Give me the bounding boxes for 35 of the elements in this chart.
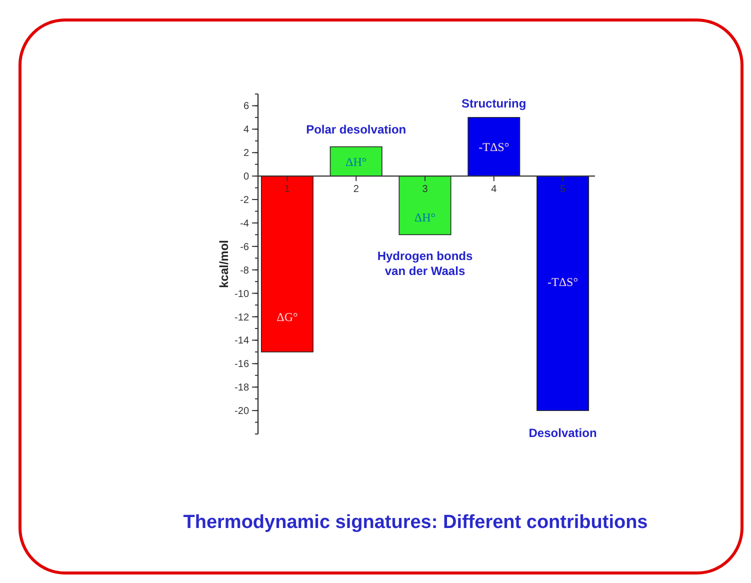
annotation: -TΔS° [478, 140, 510, 154]
annotation: Hydrogen bonds van der Waals [377, 248, 473, 278]
y-tick-label: 6 [243, 101, 250, 112]
annotation: ΔH° [414, 210, 436, 224]
y-tick-label: -2 [240, 195, 250, 206]
annotation: Structuring [462, 96, 526, 111]
bar [536, 176, 590, 411]
annotation: ΔH° [346, 155, 367, 170]
y-tick-label: 4 [243, 124, 250, 136]
annotation: Polar desolvation [306, 122, 406, 136]
y-tick-label: -4 [240, 218, 250, 230]
x-tick-label: 3 [422, 184, 428, 196]
y-tick-label: -20 [234, 406, 250, 418]
annotation: -TΔS° [548, 274, 578, 289]
y-tick-label: -8 [240, 265, 250, 276]
y-tick-label: -14 [234, 336, 250, 347]
bar [468, 117, 520, 176]
bar [398, 176, 452, 236]
y-tick-label: -16 [234, 359, 250, 370]
y-tick-label: 0 [243, 172, 250, 183]
annotation: Desolvation [528, 426, 597, 440]
y-tick-label: -6 [240, 242, 250, 253]
y-tick-label: -12 [234, 312, 250, 324]
bar [330, 146, 382, 176]
x-tick-label: 1 [284, 184, 290, 196]
bar [260, 176, 314, 352]
y-tick-label: -10 [234, 288, 250, 300]
x-tick-label: 2 [353, 184, 360, 196]
y-tick-label: 2 [243, 148, 250, 160]
text: Thermodynamic signatures: Different contributions [183, 512, 648, 533]
y-tick-label: -18 [234, 382, 250, 394]
x-tick-label: 4 [491, 184, 498, 196]
x-tick-label: 5 [560, 184, 566, 196]
y-axis-title: kcal/mol [217, 240, 231, 288]
annotation: ΔG° [276, 310, 298, 324]
